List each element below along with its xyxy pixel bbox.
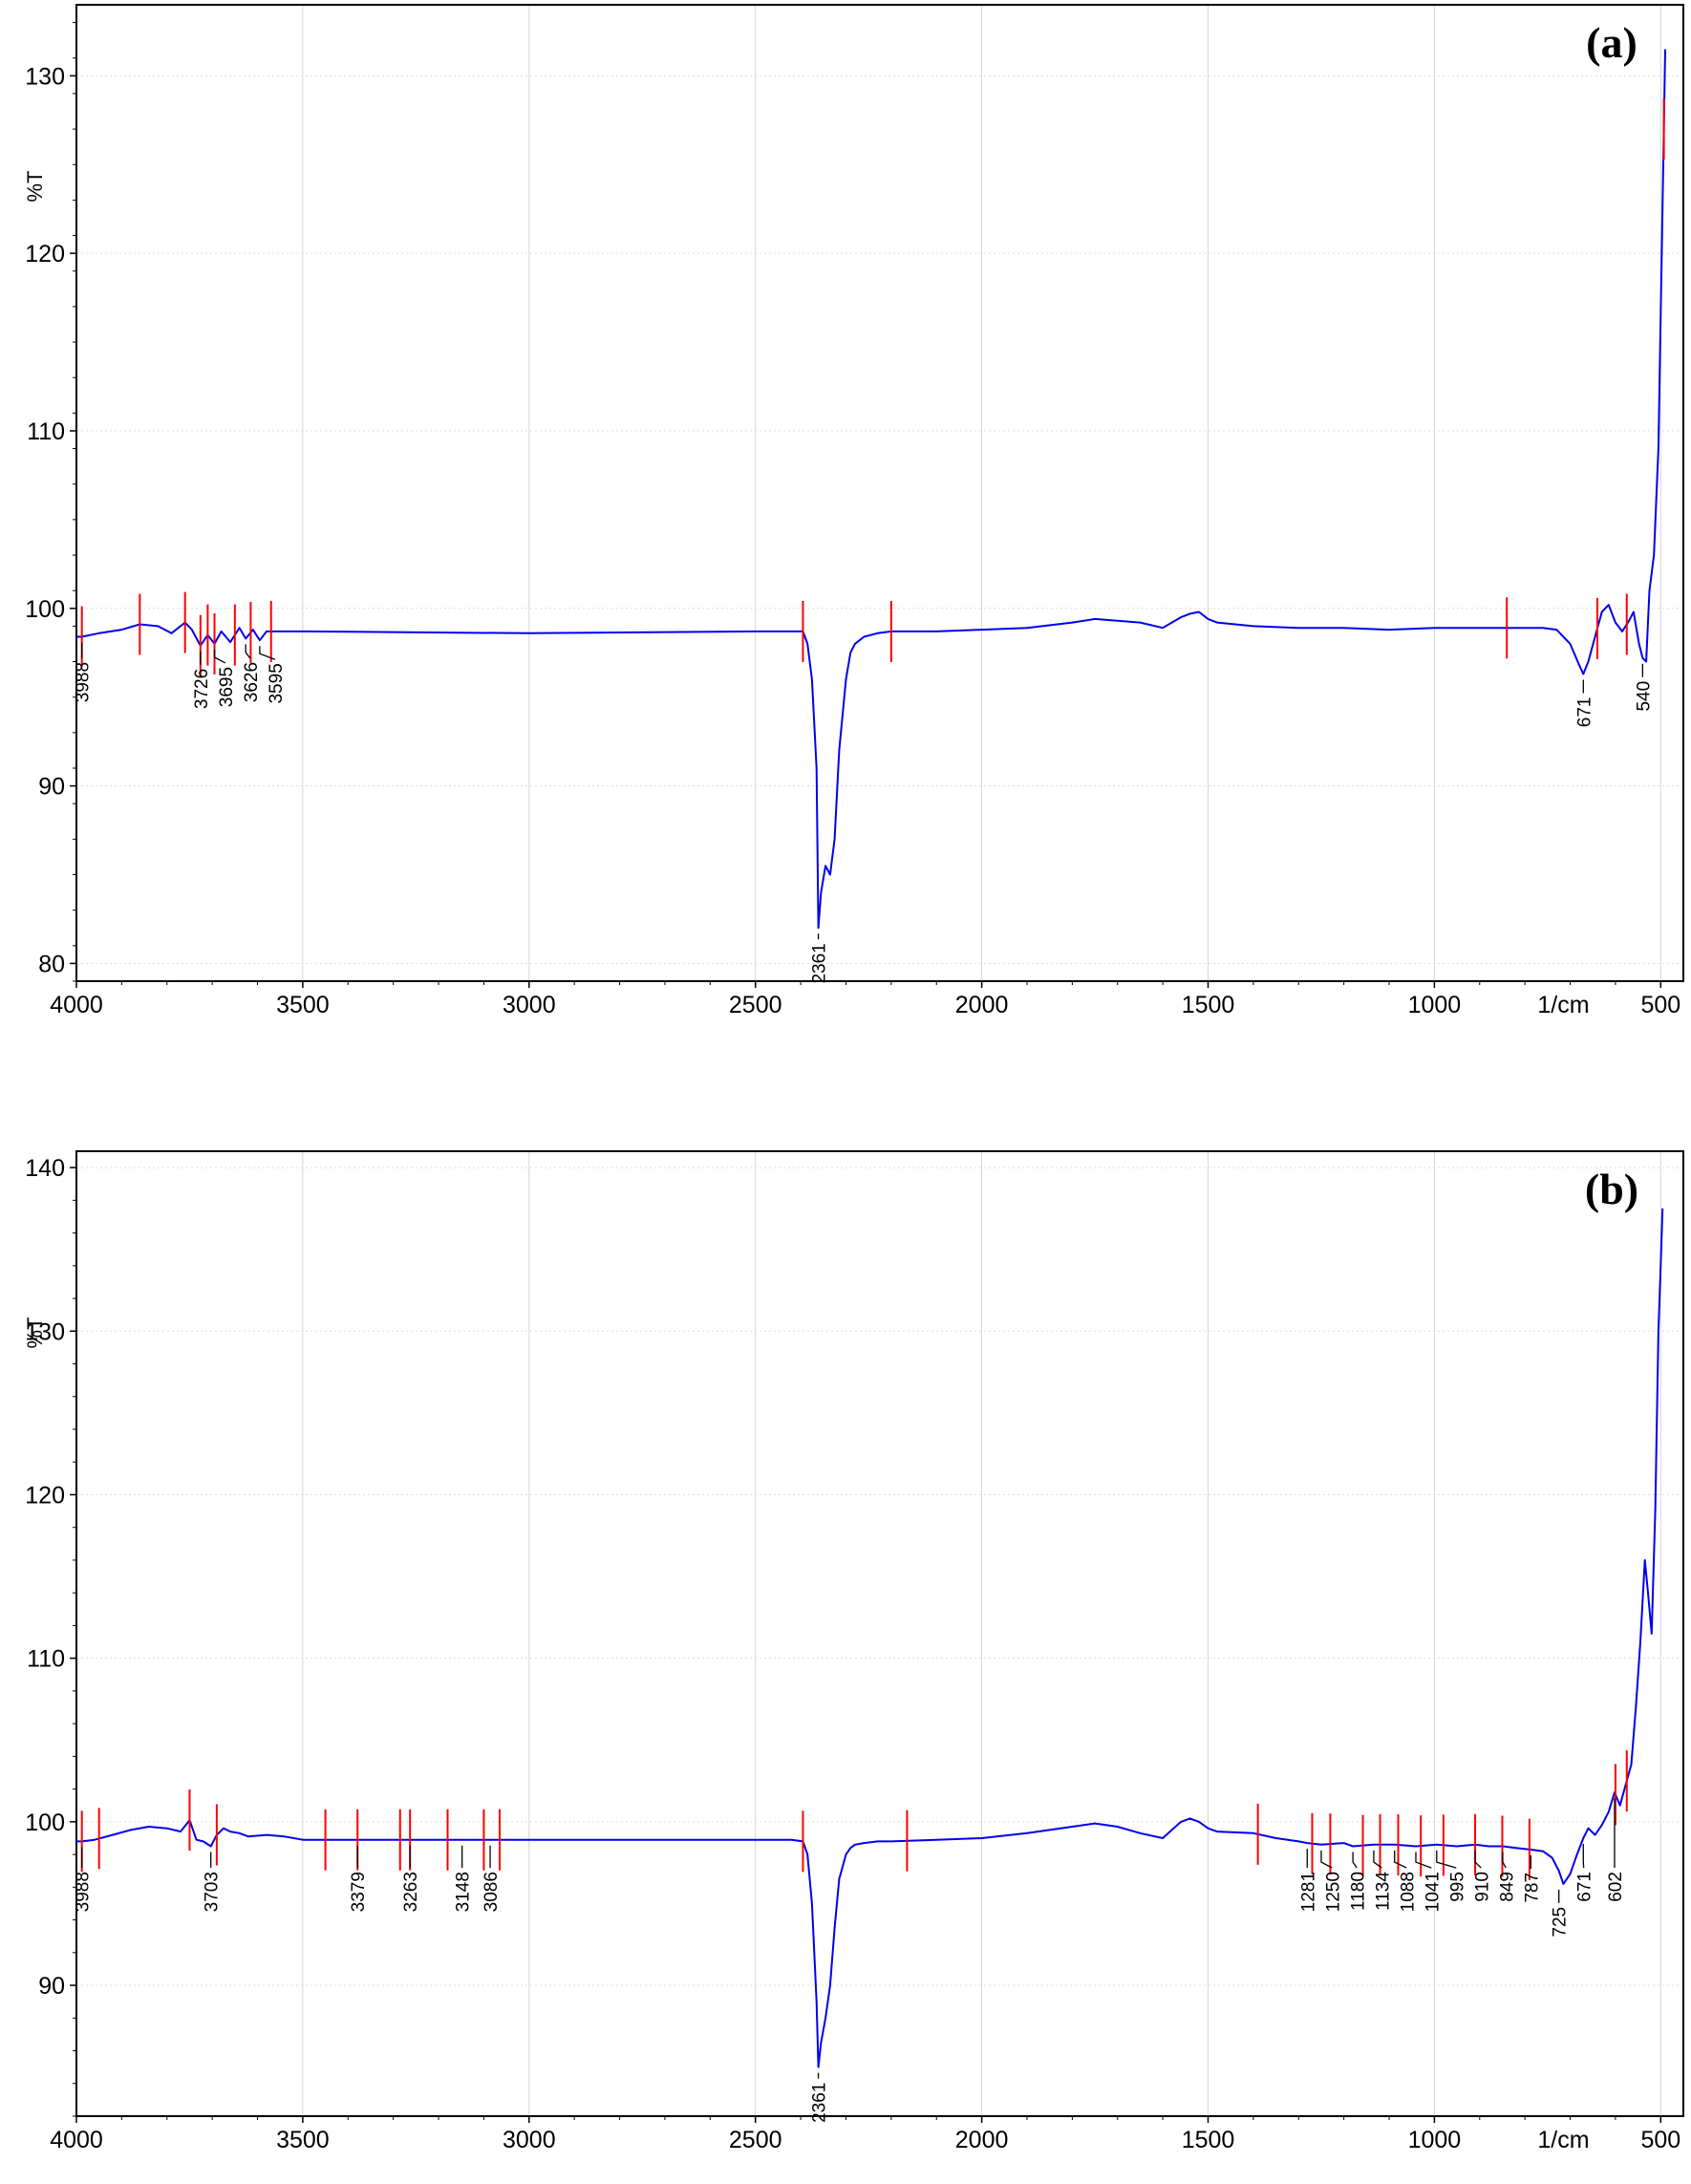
chart-b-peak-leader xyxy=(1502,1852,1507,1869)
chart-a-x-axis: 4000 3500 3000 2500 2000 1500 1000 500 1/cm xyxy=(50,981,1680,1018)
chart-a-x-tick-label: 3500 xyxy=(276,992,330,1018)
chart-a-x-tick-label: 4000 xyxy=(50,992,103,1018)
chart-b-peak-label: 849 xyxy=(1497,1872,1517,1902)
ftir-chart-a: 4000 3500 3000 2500 2000 1500 1000 500 1/cm 80 90 1… xyxy=(23,4,1684,1018)
chart-a-x-tick-label: 1000 xyxy=(1408,992,1462,1018)
chart-b-y-tick-label: 90 xyxy=(38,1973,65,2000)
chart-a-peak-label: 540 xyxy=(1634,681,1654,712)
chart-b-x-tick-label: 3500 xyxy=(276,2127,330,2153)
chart-b-x-tick-label: 1500 xyxy=(1182,2127,1235,2153)
chart-b-peak-label: 2361 xyxy=(810,2083,830,2123)
chart-b-grid xyxy=(76,1151,1683,2116)
chart-b-peak-label: 1180 xyxy=(1348,1872,1368,1911)
chart-a-spectrum-line xyxy=(76,49,1666,930)
chart-a-x-tick-label: 2000 xyxy=(955,992,1009,1018)
chart-a-y-tick-label: 130 xyxy=(25,63,65,90)
chart-b-x-tick-label: 1000 xyxy=(1408,2127,1462,2153)
chart-b-peak-label: 1134 xyxy=(1373,1872,1393,1911)
chart-a-y-axis-label: %T xyxy=(23,171,47,203)
chart-a-peak-label: 3726 xyxy=(192,669,212,709)
chart-b-y-tick-label: 100 xyxy=(25,1809,65,1836)
chart-a-peak-label: 3626 xyxy=(242,662,262,702)
chart-b-x-axis: 4000 3500 3000 2500 2000 1500 1000 500 1/cm xyxy=(50,2116,1680,2153)
chart-a-peak-label: 3595 xyxy=(267,663,287,703)
chart-a-panel-label: (a) xyxy=(1586,18,1637,67)
chart-a-y-tick-label: 110 xyxy=(27,418,65,445)
chart-b-peak-leader xyxy=(1320,1850,1333,1869)
chart-b-peak-label: 995 xyxy=(1447,1872,1467,1902)
chart-b-frame xyxy=(75,1150,1684,2117)
chart-a-y-axis: 80 90 100 110 120 130 xyxy=(25,22,76,982)
chart-b-peak-label: 910 xyxy=(1472,1872,1492,1902)
chart-a-x-tick-label: 3000 xyxy=(503,992,556,1018)
chart-b-x-tick-label: 3000 xyxy=(503,2127,556,2153)
chart-a-peak-label: 3695 xyxy=(217,667,237,707)
chart-b-y-axis: 90 100 110 120 130 140 xyxy=(25,1155,76,2117)
chart-a-x-tick-label: 2500 xyxy=(729,992,782,1018)
chart-a-peak-label: 2361 xyxy=(810,943,830,983)
chart-b-peak-label: 671 xyxy=(1575,1872,1595,1902)
chart-b-x-tick-label: 2000 xyxy=(955,2127,1009,2153)
chart-b-y-tick-label: 110 xyxy=(27,1646,65,1673)
chart-a-y-tick-label: 80 xyxy=(38,951,65,977)
chart-a-peak-leader xyxy=(245,644,251,659)
chart-b-y-tick-label: 130 xyxy=(25,1318,65,1345)
chart-b-peak-label: 3148 xyxy=(454,1872,474,1912)
chart-b-peak-label: 1088 xyxy=(1398,1872,1418,1912)
chart-b-y-tick-label: 140 xyxy=(25,1155,65,1182)
chart-b-peak-label: 3263 xyxy=(401,1872,421,1912)
chart-a-grid xyxy=(76,5,1683,981)
chart-b-peak-label: 1281 xyxy=(1298,1872,1318,1912)
chart-b-peak-label: 1250 xyxy=(1323,1872,1343,1912)
chart-b-peak-leader xyxy=(1373,1850,1382,1869)
chart-a-peaks: 3988 3726 3695 3626 3595 2361 671 540 xyxy=(74,642,1654,984)
chart-b-peaks: 3988 3703 3379 3263 3148 3086 2361 1281 1250 1180… xyxy=(74,1798,1626,2123)
chart-a-frame xyxy=(75,4,1684,982)
chart-a-markers xyxy=(80,98,1665,676)
chart-b-peak-label: 1041 xyxy=(1423,1872,1443,1912)
chart-b-peak-label: 602 xyxy=(1606,1872,1626,1902)
chart-b-peak-label: 3703 xyxy=(203,1872,223,1912)
chart-a-y-tick-label: 90 xyxy=(38,774,65,801)
chart-b-peak-leader xyxy=(1352,1852,1358,1869)
chart-b-peak-leader xyxy=(1436,1850,1457,1869)
chart-b-peak-leader xyxy=(1474,1850,1482,1869)
chart-a-x-tick-label: 500 xyxy=(1640,992,1680,1018)
chart-b-y-axis-label: %T xyxy=(23,1317,47,1349)
chart-b-x-tick-label: 2500 xyxy=(729,2127,782,2153)
chart-b-y-tick-label: 120 xyxy=(25,1482,65,1509)
chart-b-peak-label: 3379 xyxy=(349,1872,369,1912)
chart-a-peak-leader xyxy=(259,646,276,660)
chart-a-x-tick-label: 1500 xyxy=(1182,992,1235,1018)
chart-b-peak-label: 725 xyxy=(1551,1907,1571,1938)
chart-a-peak-label: 671 xyxy=(1574,697,1595,728)
chart-a-unit-label: 1/cm xyxy=(1537,992,1589,1018)
chart-b-peak-label: 787 xyxy=(1522,1873,1542,1903)
chart-b-peak-leader xyxy=(1415,1852,1432,1869)
chart-b-peak-label: 3086 xyxy=(482,1872,502,1912)
chart-b-x-tick-label: 500 xyxy=(1640,2127,1680,2153)
chart-b-spectrum-line xyxy=(76,1208,1664,2068)
chart-a-y-tick-label: 120 xyxy=(25,241,65,268)
chart-b-peak-label: 3988 xyxy=(74,1872,94,1912)
chart-a-peak-label: 3988 xyxy=(74,662,94,702)
ftir-chart-b: 4000 3500 3000 2500 2000 1500 1000 500 1/cm 90 100… xyxy=(23,1150,1684,2153)
chart-a-peak-leader xyxy=(213,649,226,664)
chart-b-peak-leader xyxy=(1394,1850,1407,1869)
chart-a-y-tick-label: 100 xyxy=(25,596,65,623)
chart-b-panel-label: (b) xyxy=(1585,1165,1638,1213)
chart-b-x-tick-label: 4000 xyxy=(50,2127,103,2153)
chart-b-unit-label: 1/cm xyxy=(1537,2127,1589,2153)
